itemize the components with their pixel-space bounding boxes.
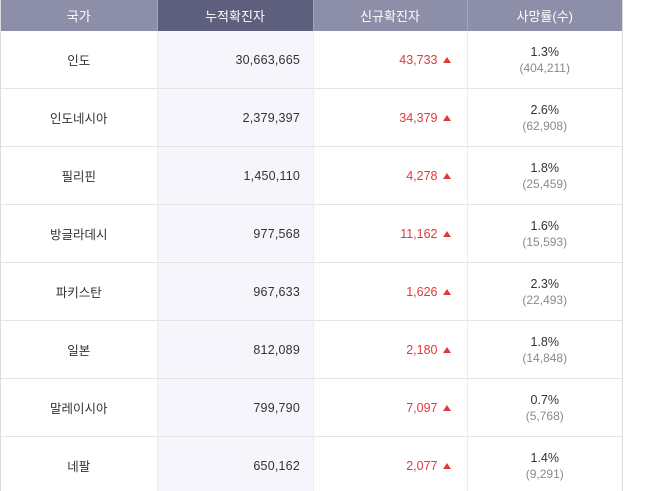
death-rate-cell: 2.3% (22,493) [466, 262, 622, 321]
new-cases-cell: 7,097 [312, 378, 467, 437]
country-cell: 말레이시아 [1, 378, 157, 437]
total-cases-value: 812,089 [253, 342, 300, 357]
country-cell: 파키스탄 [1, 262, 157, 321]
header-country[interactable]: 국가 [1, 0, 157, 31]
triangle-up-icon [442, 288, 451, 295]
death-rate-cell: 0.7% (5,768) [466, 378, 622, 437]
death-count-value: (9,291) [525, 466, 564, 481]
triangle-up-icon [442, 172, 451, 179]
total-cases-value: 1,450,110 [243, 168, 300, 183]
death-rate-cell: 1.4% (9,291) [466, 436, 622, 491]
death-count-value: (22,493) [522, 292, 568, 307]
country-cell: 필리핀 [1, 146, 157, 205]
triangle-up-icon [442, 462, 451, 469]
country-cell: 네팔 [1, 436, 157, 491]
new-cases-value: 2,077 [406, 458, 438, 473]
table-row: 인도네시아 2,379,397 34,379 2.6% (62,908) [1, 88, 622, 147]
new-cases-cell: 34,379 [312, 88, 467, 147]
covid-table-container: 국가 누적확진자 신규확진자 사망률(수) 인도 30,663,665 43,7… [0, 0, 623, 491]
header-death-rate[interactable]: 사망률(수) [466, 0, 622, 31]
death-rate-value: 0.7% [530, 392, 560, 407]
new-cases-value: 4,278 [406, 168, 438, 183]
total-cases-value: 2,379,397 [242, 110, 300, 125]
header-total-cases[interactable]: 누적확진자 [156, 0, 313, 31]
total-cases-value: 650,162 [253, 458, 300, 473]
table-row: 네팔 650,162 2,077 1.4% (9,291) [1, 436, 622, 491]
total-cases-cell: 977,568 [156, 204, 313, 263]
table-row: 인도 30,663,665 43,733 1.3% (404,211) [1, 31, 622, 89]
country-cell: 인도 [67, 54, 91, 68]
total-cases-value: 799,790 [253, 400, 300, 415]
covid-stats-table: 국가 누적확진자 신규확진자 사망률(수) 인도 30,663,665 43,7… [1, 0, 622, 491]
total-cases-cell: 967,633 [156, 262, 313, 321]
triangle-up-icon [442, 230, 451, 237]
death-rate-cell: 1.3% (404,211) [466, 31, 622, 89]
new-cases-value: 11,162 [400, 226, 438, 241]
table-row: 파키스탄 967,633 1,626 2.3% (22,493) [1, 262, 622, 321]
table-header-row: 국가 누적확진자 신규확진자 사망률(수) [1, 0, 622, 31]
table-row: 방글라데시 977,568 11,162 1.6% (15,593) [1, 204, 622, 263]
new-cases-value: 1,626 [406, 284, 438, 299]
table-row: 말레이시아 799,790 7,097 0.7% (5,768) [1, 378, 622, 437]
death-rate-value: 1.6% [530, 218, 560, 233]
new-cases-cell: 11,162 [312, 204, 467, 263]
triangle-up-icon [442, 346, 451, 353]
triangle-up-icon [442, 56, 451, 63]
death-count-value: (404,211) [519, 60, 570, 75]
new-cases-cell: 2,180 [312, 320, 467, 379]
death-count-value: (15,593) [522, 234, 568, 249]
country-cell: 방글라데시 [1, 204, 157, 263]
death-count-value: (62,908) [522, 118, 568, 133]
new-cases-value: 7,097 [406, 400, 438, 415]
death-rate-value: 1.8% [530, 160, 560, 175]
triangle-up-icon [442, 404, 451, 411]
total-cases-value: 977,568 [253, 226, 300, 241]
death-rate-cell: 1.8% (14,848) [466, 320, 622, 379]
death-rate-value: 1.4% [530, 450, 560, 465]
death-count-value: (5,768) [525, 408, 564, 423]
triangle-up-icon [442, 114, 451, 121]
total-cases-cell: 812,089 [156, 320, 313, 379]
total-cases-value: 967,633 [253, 284, 300, 299]
new-cases-cell: 43,733 [312, 31, 467, 89]
new-cases-cell: 1,626 [312, 262, 467, 321]
total-cases-cell: 799,790 [156, 378, 313, 437]
total-cases-cell: 650,162 [156, 436, 313, 491]
country-cell: 인도네시아 [1, 88, 157, 147]
table-row: 일본 812,089 2,180 1.8% (14,848) [1, 320, 622, 379]
death-rate-value: 1.8% [530, 334, 560, 349]
new-cases-value: 43,733 [399, 52, 438, 67]
header-new-cases[interactable]: 신규확진자 [312, 0, 467, 31]
new-cases-value: 2,180 [406, 342, 438, 357]
death-count-value: (25,459) [522, 176, 568, 191]
death-rate-value: 2.3% [530, 276, 560, 291]
table-row: 필리핀 1,450,110 4,278 1.8% (25,459) [1, 146, 622, 205]
total-cases-value: 30,663,665 [235, 52, 300, 67]
total-cases-cell: 1,450,110 [156, 146, 313, 205]
country-cell: 일본 [1, 320, 157, 379]
new-cases-value: 34,379 [399, 110, 438, 125]
total-cases-cell: 2,379,397 [156, 88, 313, 147]
death-rate-value: 2.6% [530, 102, 560, 117]
total-cases-cell: 30,663,665 [156, 31, 313, 89]
new-cases-cell: 4,278 [312, 146, 467, 205]
death-rate-cell: 2.6% (62,908) [466, 88, 622, 147]
death-rate-cell: 1.6% (15,593) [466, 204, 622, 263]
new-cases-cell: 2,077 [312, 436, 467, 491]
death-count-value: (14,848) [522, 350, 568, 365]
death-rate-cell: 1.8% (25,459) [466, 146, 622, 205]
death-rate-value: 1.3% [530, 44, 560, 59]
